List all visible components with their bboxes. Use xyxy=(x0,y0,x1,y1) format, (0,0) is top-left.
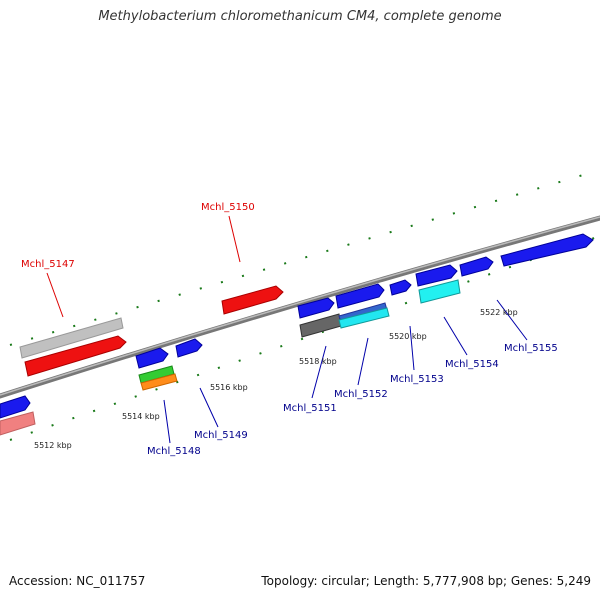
genome-summary-text: Topology: circular; Length: 5,777,908 bp… xyxy=(261,574,591,588)
gene-feature-mchl-5155[interactable] xyxy=(500,233,594,267)
gene-feature-blue-8[interactable] xyxy=(459,256,494,277)
gene-label-mchl-5155[interactable]: Mchl_5155 xyxy=(504,343,558,354)
gene-label-mchl-5148[interactable]: Mchl_5148 xyxy=(147,446,201,457)
gene-label-mchl-5154[interactable]: Mchl_5154 xyxy=(445,359,499,370)
gene-label-mchl-5147[interactable]: Mchl_5147 xyxy=(21,259,75,270)
gene-label-mchl-5151[interactable]: Mchl_5151 xyxy=(283,403,337,414)
gene-feature-blue-left[interactable] xyxy=(0,395,31,419)
gene-label-mchl-5153[interactable]: Mchl_5153 xyxy=(390,374,444,385)
tick-label-5512: 5512 kbp xyxy=(34,441,72,450)
tick-label-5518: 5518 kbp xyxy=(299,357,337,366)
tick-label-5514: 5514 kbp xyxy=(122,412,160,421)
gene-feature-grey[interactable] xyxy=(19,317,124,359)
gene-feature-mchl-5150[interactable] xyxy=(221,285,284,315)
genome-backbone xyxy=(0,215,600,399)
gene-feature-blue-1[interactable] xyxy=(135,347,169,369)
leader-lines xyxy=(46,215,528,444)
gene-feature-blue-7[interactable] xyxy=(415,264,458,287)
accession-text: Accession: NC_011757 xyxy=(9,574,146,588)
gene-feature-pink-left[interactable] xyxy=(0,411,36,436)
gene-feature-orange[interactable] xyxy=(140,373,178,391)
tick-labels: 5512 kbp 5514 kbp 5516 kbp 5518 kbp 5520… xyxy=(34,308,518,450)
gene-feature-mchl-5154[interactable] xyxy=(418,279,461,304)
gene-label-mchl-5149[interactable]: Mchl_5149 xyxy=(194,430,248,441)
tick-label-5522: 5522 kbp xyxy=(480,308,518,317)
genome-title: Methylobacterium chloromethanicum CM4, c… xyxy=(98,9,502,24)
tick-label-5516: 5516 kbp xyxy=(210,383,248,392)
gene-feature-blue-3[interactable] xyxy=(297,297,335,319)
gene-feature-blue-4[interactable] xyxy=(335,283,385,309)
gene-feature-blue-6[interactable] xyxy=(389,279,412,296)
gene-feature-mchl-5152[interactable] xyxy=(338,307,390,329)
gene-labels: Mchl_5147 Mchl_5148 Mchl_5149 Mchl_5150 … xyxy=(21,202,558,457)
tick-label-5520: 5520 kbp xyxy=(389,332,427,341)
gene-feature-mchl-5151[interactable] xyxy=(299,313,342,338)
gene-feature-mchl-5147[interactable] xyxy=(24,335,127,377)
gene-feature-blue-2[interactable] xyxy=(175,338,203,358)
gene-label-mchl-5152[interactable]: Mchl_5152 xyxy=(334,389,388,400)
gene-label-mchl-5150[interactable]: Mchl_5150 xyxy=(201,202,255,213)
